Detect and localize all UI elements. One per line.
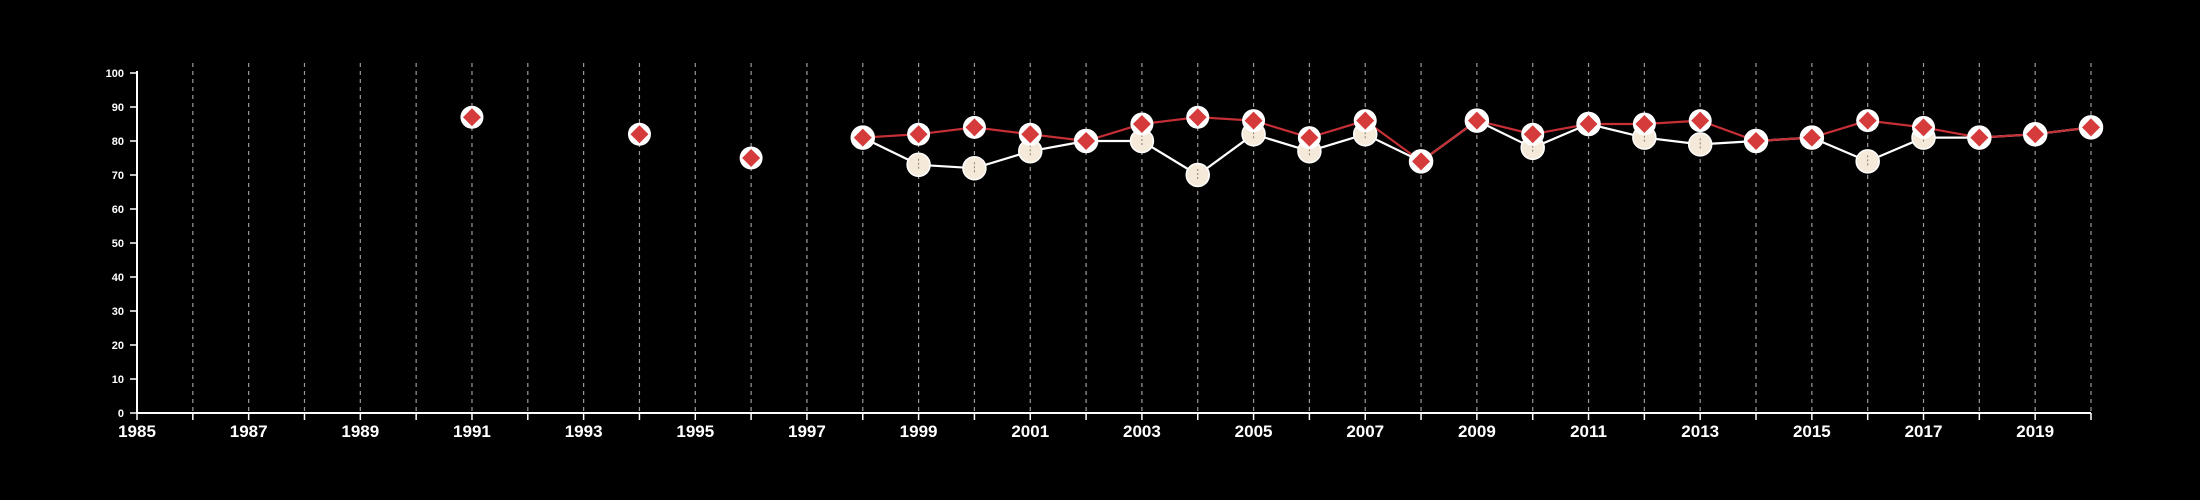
diamond-marker-body (630, 125, 649, 144)
diamond-marker (1074, 129, 1098, 153)
diamond-marker-body (2082, 118, 2100, 137)
diamond-marker (1577, 112, 1601, 136)
x-tick-label: 1985 (118, 422, 156, 441)
diamond-marker (1967, 126, 1991, 150)
diamond-marker (1353, 109, 1377, 133)
circle-marker (1185, 162, 1210, 188)
diamond-marker (1297, 126, 1321, 150)
diamond-marker (1130, 112, 1154, 136)
y-tick-label: 30 (112, 306, 124, 318)
diamond-marker (1744, 129, 1768, 153)
x-tick-label: 2019 (2016, 422, 2054, 441)
x-tick-label: 2011 (1570, 422, 1607, 441)
y-tick-label: 80 (112, 136, 124, 148)
y-tick-label: 10 (112, 374, 124, 386)
x-tick-label: 1987 (230, 422, 268, 441)
x-axis-ticks: 1985 1987 1989 1991 1993 1995 1997 1999 2001 2003… (118, 413, 2092, 441)
diamond-marker (627, 122, 651, 146)
diamond-marker-body (1914, 118, 1933, 137)
diamond-marker (1800, 126, 1824, 150)
diamond-marker-body (965, 118, 984, 137)
y-tick-label: 0 (118, 408, 124, 420)
x-tick-label: 1999 (900, 422, 938, 441)
y-tick-label: 60 (112, 204, 124, 216)
data-series (460, 105, 2104, 188)
x-tick-label: 2017 (1905, 422, 1943, 441)
diamond-marker-body (1691, 111, 1710, 130)
y-tick-label: 70 (112, 170, 124, 182)
diamond-marker-body (1244, 111, 1263, 130)
diamond-marker-body (1300, 128, 1319, 147)
diamond-marker (739, 146, 763, 170)
diamond-marker (907, 122, 931, 146)
diamond-marker (1521, 122, 1545, 146)
diamond-marker-body (1467, 111, 1486, 130)
x-tick-label: 2001 (1011, 422, 1049, 441)
circle-marker (1687, 132, 1713, 157)
diamond-marker-body (1579, 115, 1598, 133)
diamond-marker (460, 105, 484, 129)
diamond-marker (1242, 109, 1266, 133)
diamond-marker-body (1802, 128, 1821, 147)
x-tick-label: 1995 (676, 422, 714, 441)
x-tick-label: 2007 (1346, 422, 1384, 441)
y-tick-label: 50 (112, 238, 124, 250)
diamond-marker-body (1188, 108, 1207, 127)
x-tick-label: 1997 (788, 422, 826, 441)
diamond-marker (1018, 122, 1042, 146)
diamond-marker-body (1523, 125, 1542, 144)
circle-marker (962, 155, 987, 181)
x-tick-label: 2003 (1123, 422, 1161, 441)
diamond-marker (2079, 115, 2103, 139)
diamond-marker-body (1858, 111, 1877, 130)
diamond-marker-body (1356, 111, 1375, 130)
diamond-marker-body (462, 108, 481, 127)
y-tick-label: 90 (112, 102, 124, 114)
diamond-marker (1632, 112, 1656, 136)
diamond-marker-body (1132, 115, 1151, 133)
x-tick-label: 1989 (341, 422, 379, 441)
x-tick-label: 1993 (565, 422, 603, 441)
diamond-marker-body (2026, 125, 2045, 144)
diamond-marker-body (1077, 132, 1096, 150)
y-tick-label: 100 (106, 68, 124, 80)
x-tick-label: 2009 (1458, 422, 1496, 441)
diamond-marker (851, 126, 875, 150)
circle-marker (906, 152, 931, 178)
diamond-marker-body (909, 125, 928, 144)
x-tick-label: 2005 (1235, 422, 1273, 441)
diamond-marker-body (1635, 115, 1654, 133)
axes (136, 71, 2091, 414)
x-tick-label: 2015 (1793, 422, 1831, 441)
diamond-marker (2023, 122, 2047, 146)
x-tick-label: 1991 (453, 422, 491, 441)
diamond-marker (1409, 149, 1433, 173)
diamond-marker (1186, 105, 1210, 129)
y-tick-label: 40 (112, 272, 124, 284)
diamond-marker (1465, 109, 1489, 133)
diamond-marker-body (742, 149, 761, 167)
diamond-marker (962, 115, 986, 139)
diamond-marker (1856, 109, 1880, 133)
y-axis-ticks: 0 10 20 30 40 50 60 70 80 90 100 (106, 68, 137, 420)
diamond-marker-body (1412, 152, 1431, 171)
y-tick-label: 20 (112, 340, 124, 352)
circle-marker (1855, 149, 1880, 174)
diamond-marker-body (853, 128, 872, 147)
diamond-marker (1912, 115, 1936, 139)
x-tick-label: 2013 (1681, 422, 1719, 441)
diamond-marker-body (1747, 132, 1766, 150)
diamond-marker-body (1970, 128, 1989, 147)
diamond-marker-body (1021, 125, 1040, 144)
diamond-marker (1688, 109, 1712, 133)
